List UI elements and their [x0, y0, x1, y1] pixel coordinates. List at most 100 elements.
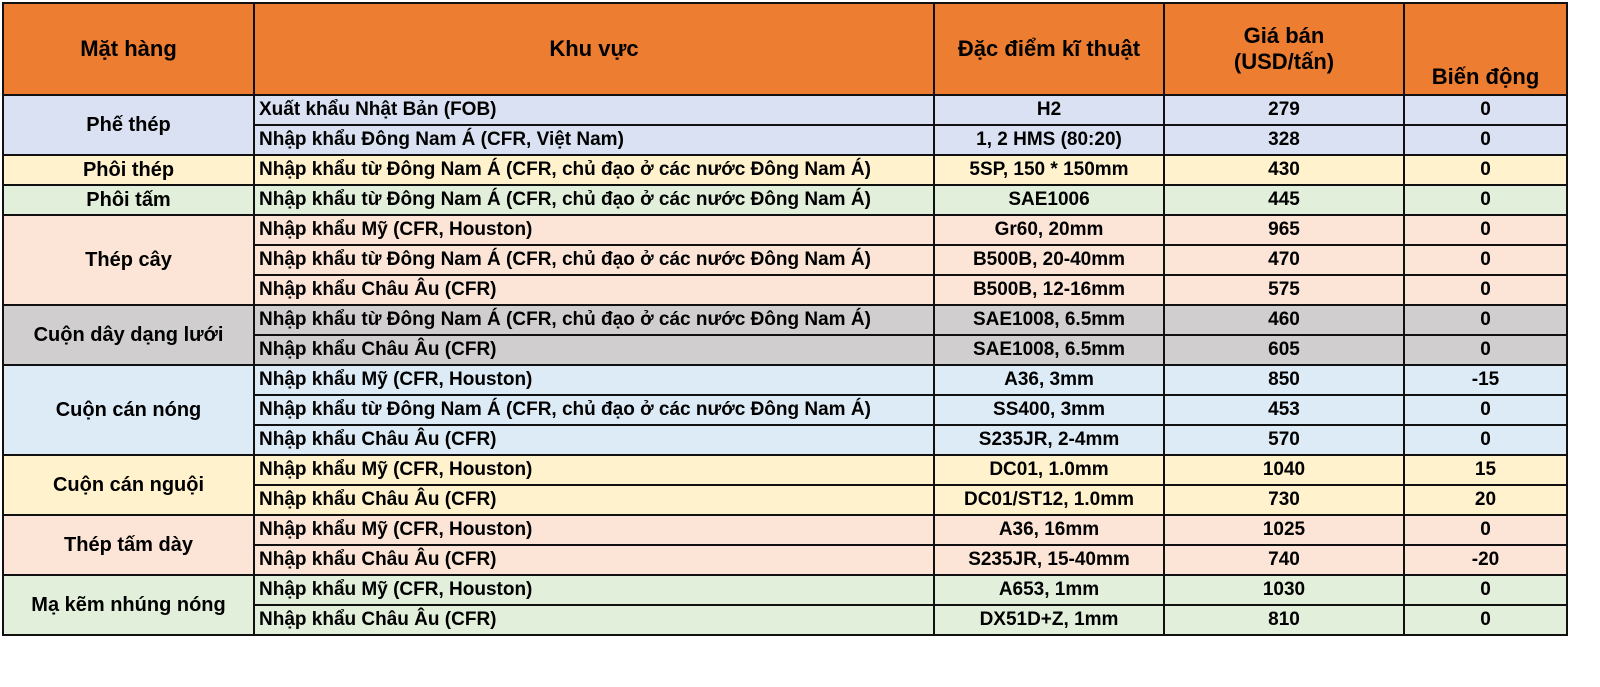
price-cell: 850 — [1163, 364, 1405, 396]
spec-cell: 5SP, 150 * 150mm — [933, 154, 1165, 186]
table-row: Nhập khẩu Châu Âu (CFR) DX51D+Z, 1mm 810 0 — [3, 604, 1568, 636]
header-row: Mặt hàng Khu vực Đặc điểm kĩ thuật Giá b… — [2, 2, 1568, 96]
price-cell: 430 — [1163, 154, 1405, 186]
table-row: Phôi thép Nhập khẩu từ Đông Nam Á (CFR, c… — [2, 154, 1568, 186]
item-cell: Thép cây — [2, 214, 255, 306]
region-cell: Nhập khẩu từ Đông Nam Á (CFR, chủ đạo ở … — [253, 184, 935, 216]
region-cell: Nhập khẩu Châu Âu (CFR) — [253, 424, 935, 456]
item-cell: Mạ kẽm nhúng nóng — [2, 574, 255, 636]
table-row: Mạ kẽm nhúng nóng Nhập khẩu Mỹ (CFR, Hous… — [2, 574, 1568, 636]
header-change: Biến động — [1403, 2, 1568, 96]
table-row: Nhập khẩu Châu Âu (CFR) B500B, 12-16mm 575… — [3, 274, 1568, 306]
change-cell: 0 — [1403, 214, 1568, 246]
spec-cell: SAE1008, 6.5mm — [933, 334, 1165, 366]
table-row: Nhập khẩu từ Đông Nam Á (CFR, chủ đạo ở … — [3, 244, 1568, 276]
price-cell: 470 — [1163, 244, 1405, 276]
region-cell: Nhập khẩu Đông Nam Á (CFR, Việt Nam) — [253, 124, 935, 156]
table-row: Thép tấm dày Nhập khẩu Mỹ (CFR, Houston) A… — [2, 514, 1568, 576]
region-cell: Nhập khẩu từ Đông Nam Á (CFR, chủ đạo ở … — [253, 154, 935, 186]
table-row: Phế thép Xuất khẩu Nhật Bản (FOB) H2 279 0 — [2, 94, 1568, 156]
table-row: Nhập khẩu Châu Âu (CFR) S235JR, 15-40mm 74… — [3, 544, 1568, 576]
region-cell: Nhập khẩu Mỹ (CFR, Houston) — [253, 454, 935, 486]
table-row: Nhập khẩu từ Đông Nam Á (CFR, chủ đạo ở … — [3, 394, 1568, 426]
spec-cell: Gr60, 20mm — [933, 214, 1165, 246]
region-cell: Nhập khẩu Châu Âu (CFR) — [253, 484, 935, 516]
price-cell: 445 — [1163, 184, 1405, 216]
item-cell: Phôi thép — [2, 154, 255, 186]
change-cell: 0 — [1403, 574, 1568, 606]
item-cell: Phế thép — [2, 94, 255, 156]
change-cell: 15 — [1403, 454, 1568, 486]
spec-cell: SAE1006 — [933, 184, 1165, 216]
spec-cell: S235JR, 15-40mm — [933, 544, 1165, 576]
spec-cell: SAE1008, 6.5mm — [933, 304, 1165, 336]
region-cell: Nhập khẩu Châu Âu (CFR) — [253, 604, 935, 636]
price-cell: 570 — [1163, 424, 1405, 456]
region-cell: Nhập khẩu Mỹ (CFR, Houston) — [253, 514, 935, 546]
table-row: Cuộn cán nguội Nhập khẩu Mỹ (CFR, Houston… — [2, 454, 1568, 516]
region-cell: Nhập khẩu Mỹ (CFR, Houston) — [253, 214, 935, 246]
region-cell: Nhập khẩu Mỹ (CFR, Houston) — [253, 574, 935, 606]
change-cell: -15 — [1403, 364, 1568, 396]
table-row: Nhập khẩu Đông Nam Á (CFR, Việt Nam) 1, 2… — [3, 124, 1568, 156]
spec-cell: DC01, 1.0mm — [933, 454, 1165, 486]
header-region: Khu vực — [253, 2, 935, 96]
price-cell: 1025 — [1163, 514, 1405, 546]
price-cell: 965 — [1163, 214, 1405, 246]
spec-cell: 1, 2 HMS (80:20) — [933, 124, 1165, 156]
spec-cell: B500B, 12-16mm — [933, 274, 1165, 306]
item-cell: Cuộn cán nóng — [2, 364, 255, 456]
spec-cell: DX51D+Z, 1mm — [933, 604, 1165, 636]
region-cell: Nhập khẩu Mỹ (CFR, Houston) — [253, 364, 935, 396]
item-cell: Phôi tấm — [2, 184, 255, 216]
price-cell: 279 — [1163, 94, 1405, 126]
change-cell: -20 — [1403, 544, 1568, 576]
spec-cell: DC01/ST12, 1.0mm — [933, 484, 1165, 516]
change-cell: 0 — [1403, 334, 1568, 366]
table-row: Nhập khẩu Châu Âu (CFR) DC01/ST12, 1.0mm 7… — [3, 484, 1568, 516]
header-spec: Đặc điểm kĩ thuật — [933, 2, 1165, 96]
change-cell: 0 — [1403, 244, 1568, 276]
change-cell: 0 — [1403, 94, 1568, 126]
price-cell: 575 — [1163, 274, 1405, 306]
item-cell: Cuộn dây dạng lưới — [2, 304, 255, 366]
change-cell: 0 — [1403, 604, 1568, 636]
steel-price-table: Mặt hàng Khu vực Đặc điểm kĩ thuật Giá b… — [2, 2, 1568, 636]
change-cell: 0 — [1403, 274, 1568, 306]
spec-cell: A653, 1mm — [933, 574, 1165, 606]
spec-cell: A36, 3mm — [933, 364, 1165, 396]
table-body: Phế thép Xuất khẩu Nhật Bản (FOB) H2 279 0 Nh… — [2, 94, 1568, 636]
item-cell: Cuộn cán nguội — [2, 454, 255, 516]
table-row: Phôi tấm Nhập khẩu từ Đông Nam Á (CFR, ch… — [2, 184, 1568, 216]
region-cell: Xuất khẩu Nhật Bản (FOB) — [253, 94, 935, 126]
price-cell: 740 — [1163, 544, 1405, 576]
header-price: Giá bán (USD/tấn) — [1163, 2, 1405, 96]
price-cell: 810 — [1163, 604, 1405, 636]
change-cell: 0 — [1403, 184, 1568, 216]
spec-cell: SS400, 3mm — [933, 394, 1165, 426]
change-cell: 0 — [1403, 514, 1568, 546]
spec-cell: S235JR, 2-4mm — [933, 424, 1165, 456]
price-cell: 460 — [1163, 304, 1405, 336]
table-row: Thép cây Nhập khẩu Mỹ (CFR, Houston) Gr60,… — [2, 214, 1568, 306]
region-cell: Nhập khẩu Châu Âu (CFR) — [253, 334, 935, 366]
price-cell: 730 — [1163, 484, 1405, 516]
header-item: Mặt hàng — [2, 2, 255, 96]
region-cell: Nhập khẩu từ Đông Nam Á (CFR, chủ đạo ở … — [253, 304, 935, 336]
spec-cell: B500B, 20-40mm — [933, 244, 1165, 276]
change-cell: 0 — [1403, 304, 1568, 336]
change-cell: 0 — [1403, 424, 1568, 456]
price-cell: 1030 — [1163, 574, 1405, 606]
change-cell: 20 — [1403, 484, 1568, 516]
table-row: Cuộn dây dạng lưới Nhập khẩu từ Đông Nam … — [2, 304, 1568, 366]
table-row: Nhập khẩu Châu Âu (CFR) SAE1008, 6.5mm 605… — [3, 334, 1568, 366]
change-cell: 0 — [1403, 124, 1568, 156]
table-row: Nhập khẩu Châu Âu (CFR) S235JR, 2-4mm 570 0 — [3, 424, 1568, 456]
price-cell: 605 — [1163, 334, 1405, 366]
price-cell: 328 — [1163, 124, 1405, 156]
spec-cell: H2 — [933, 94, 1165, 126]
price-cell: 453 — [1163, 394, 1405, 426]
table-row: Cuộn cán nóng Nhập khẩu Mỹ (CFR, Houston)… — [2, 364, 1568, 456]
spec-cell: A36, 16mm — [933, 514, 1165, 546]
region-cell: Nhập khẩu từ Đông Nam Á (CFR, chủ đạo ở … — [253, 394, 935, 426]
